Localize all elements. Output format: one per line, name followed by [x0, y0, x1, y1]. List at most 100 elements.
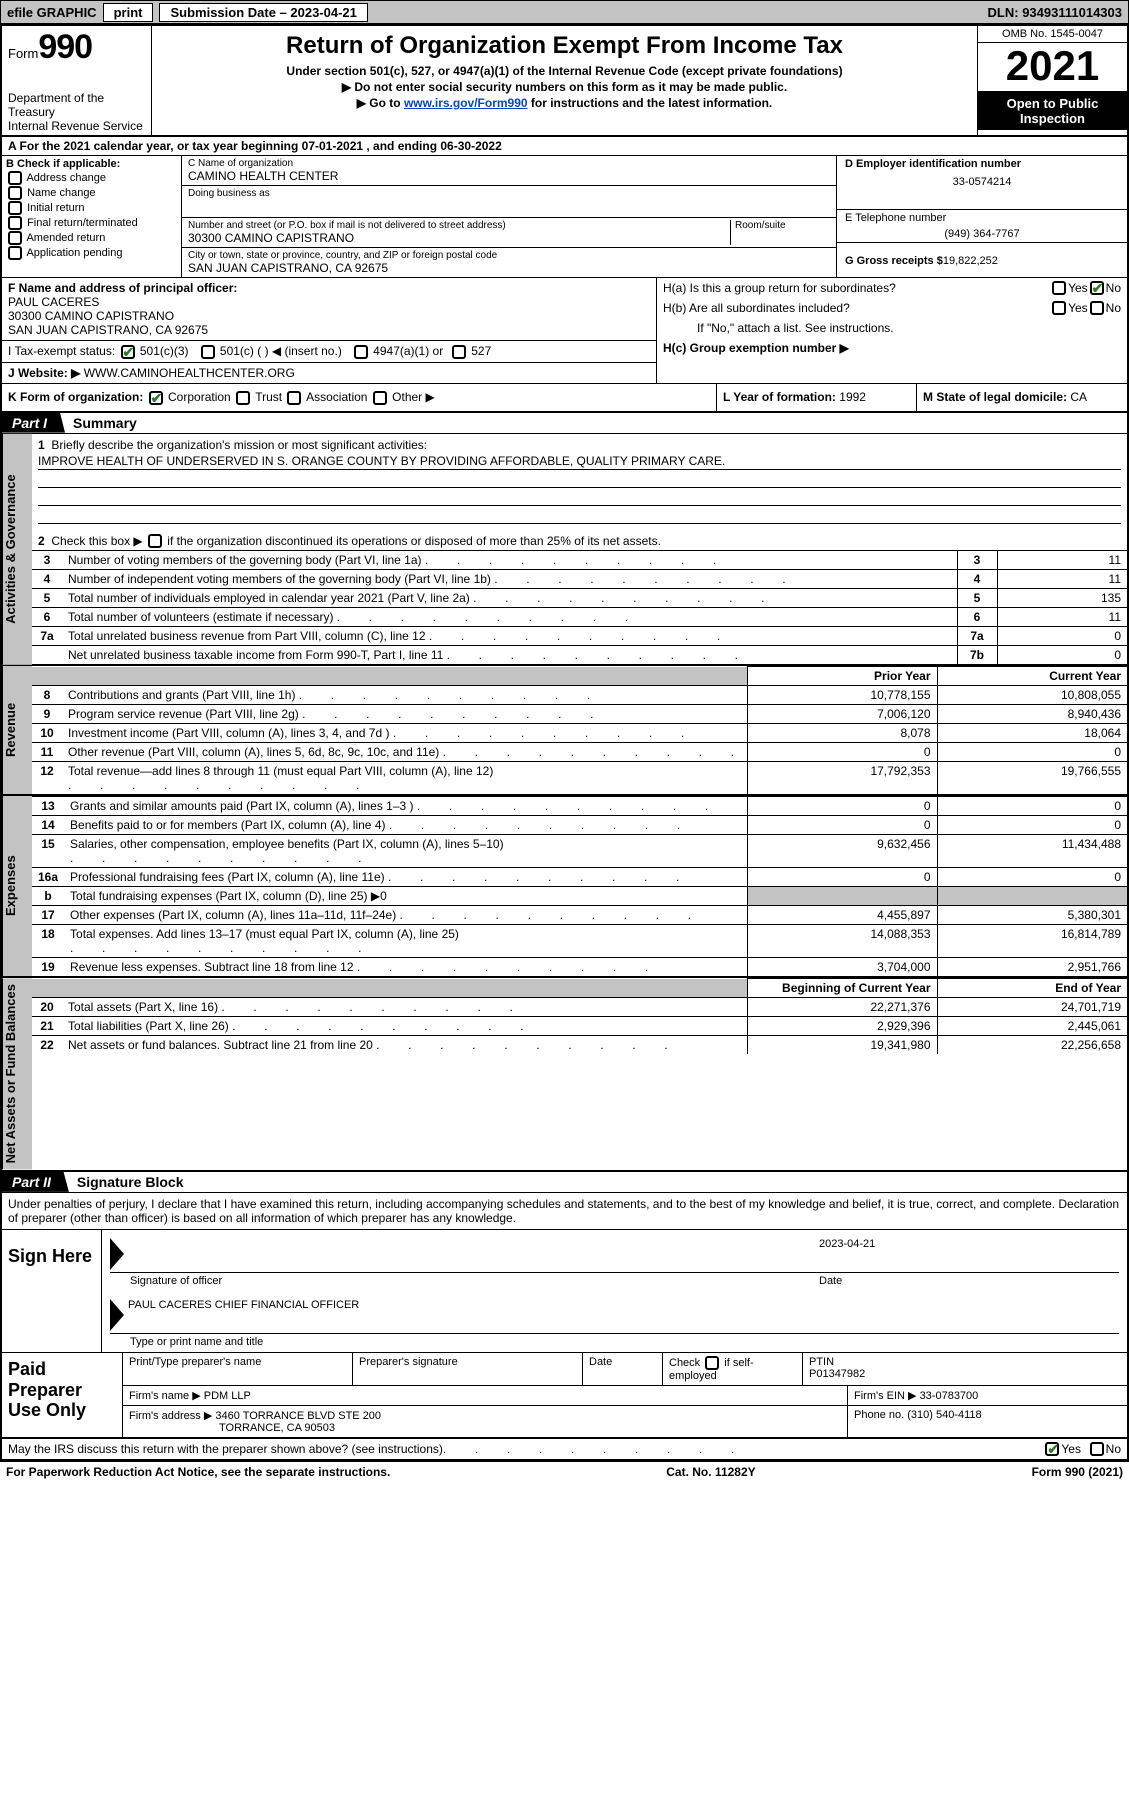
lower-header: F Name and address of principal officer:…: [2, 278, 1127, 384]
row-9: 9Program service revenue (Part VIII, lin…: [32, 705, 1127, 724]
cb-527[interactable]: [452, 345, 466, 359]
c-value: CAMINO HEALTH CENTER: [188, 169, 830, 183]
firm-name-value: PDM LLP: [204, 1390, 251, 1402]
addr-value: 30300 CAMINO CAPISTRANO: [188, 231, 730, 245]
opt-trust: Trust: [255, 390, 282, 404]
arrow-icon: [110, 1238, 124, 1270]
header-left: Form990 Department of the Treasury Inter…: [2, 26, 152, 135]
cb-amended[interactable]: Amended return: [6, 231, 177, 245]
tel-cell: E Telephone number (949) 364-7767: [837, 210, 1127, 243]
ha-row: H(a) Is this a group return for subordin…: [657, 278, 1127, 298]
submission-date: Submission Date – 2023-04-21: [159, 3, 367, 22]
mission-line2: [38, 472, 1121, 488]
rev-head: Prior Year Current Year: [32, 667, 1127, 686]
g-value: 19,822,252: [943, 255, 998, 267]
irs-yes[interactable]: [1045, 1442, 1059, 1456]
top-rows-table: 3Number of voting members of the governi…: [32, 550, 1127, 664]
col-ef: D Employer identification number 33-0574…: [837, 156, 1127, 277]
g-label: G Gross receipts $: [845, 255, 943, 267]
cb-pending[interactable]: Application pending: [6, 246, 177, 260]
cb-initial[interactable]: Initial return: [6, 201, 177, 215]
irs-discuss-row: May the IRS discuss this return with the…: [2, 1439, 1127, 1460]
form-title: Return of Organization Exempt From Incom…: [162, 32, 967, 60]
row-8: 8Contributions and grants (Part VIII, li…: [32, 686, 1127, 705]
mission-line3: [38, 490, 1121, 506]
dots: [443, 1442, 1044, 1456]
l-value: 1992: [839, 390, 866, 404]
net-head: Beginning of Current Year End of Year: [32, 979, 1127, 998]
cb-assoc[interactable]: [287, 391, 301, 405]
sign-block: Sign Here 2023-04-21 Signature of office…: [2, 1230, 1127, 1353]
section-a-text: A For the 2021 calendar year, or tax yea…: [8, 139, 502, 153]
paid-row2: Firm's name ▶ PDM LLP Firm's EIN ▶ 33-07…: [122, 1386, 1127, 1406]
cb-501c[interactable]: [201, 345, 215, 359]
opt-527: 527: [471, 344, 491, 358]
firm-addr: Firm's address ▶ 3460 TORRANCE BLVD STE …: [122, 1406, 847, 1437]
form-header: Form990 Department of the Treasury Inter…: [2, 26, 1127, 137]
ha-no[interactable]: [1090, 281, 1104, 295]
i-label: I Tax-exempt status:: [8, 344, 115, 358]
col-cd: C Name of organization CAMINO HEALTH CEN…: [182, 156, 837, 277]
opt-other: Other ▶: [392, 390, 435, 404]
form-container: Form990 Department of the Treasury Inter…: [0, 24, 1129, 1462]
firm-addr2: TORRANCE, CA 90503: [129, 1422, 335, 1434]
f-block: F Name and address of principal officer:…: [2, 278, 656, 341]
dba-cell: Doing business as: [182, 186, 836, 218]
header-center: Return of Organization Exempt From Incom…: [152, 26, 977, 135]
irs-link[interactable]: www.irs.gov/Form990: [404, 96, 528, 110]
sig-officer-label: Signature of officer: [110, 1275, 819, 1287]
irs-no[interactable]: [1090, 1442, 1104, 1456]
ha-yes[interactable]: [1052, 281, 1066, 295]
expenses-content: 13Grants and similar amounts paid (Part …: [32, 796, 1127, 976]
sig-labels1: Signature of officer Date: [110, 1275, 1119, 1287]
row-10: 10Investment income (Part VIII, column (…: [32, 724, 1127, 743]
opt-corp: Corporation: [168, 390, 231, 404]
m-block: M State of legal domicile: CA: [917, 384, 1127, 411]
sig-name-label: Type or print name and title: [110, 1336, 1119, 1348]
cb-discontinued[interactable]: [148, 534, 162, 548]
cb-final[interactable]: Final return/terminated: [6, 216, 177, 230]
j-value: WWW.CAMINOHEALTHCENTER.ORG: [84, 366, 295, 380]
cb-trust[interactable]: [236, 391, 250, 405]
i-block: I Tax-exempt status: 501(c)(3) 501(c) ( …: [2, 341, 656, 363]
row-17: 17Other expenses (Part IX, column (A), l…: [32, 906, 1127, 925]
row-20: 20Total assets (Part X, line 16) 22,271,…: [32, 998, 1127, 1017]
cb-name[interactable]: Name change: [6, 186, 177, 200]
sig-intro: Under penalties of perjury, I declare th…: [2, 1193, 1127, 1230]
cb-other[interactable]: [373, 391, 387, 405]
addr-cell: Number and street (or P.O. box if mail i…: [182, 218, 836, 248]
opt-4947: 4947(a)(1) or: [373, 344, 443, 358]
hb-yes[interactable]: [1052, 301, 1066, 315]
head-current: Current Year: [937, 667, 1127, 686]
top-bar: efile GRAPHIC print Submission Date – 20…: [0, 0, 1129, 24]
paid-block: Paid Preparer Use Only Print/Type prepar…: [2, 1353, 1127, 1439]
part1-header: Part I Summary: [2, 413, 1127, 434]
row-b: bTotal fundraising expenses (Part IX, co…: [32, 887, 1127, 906]
print-button[interactable]: print: [103, 3, 154, 22]
org-name-cell: C Name of organization CAMINO HEALTH CEN…: [182, 156, 836, 186]
l-label: L Year of formation:: [723, 390, 836, 404]
lower-left: F Name and address of principal officer:…: [2, 278, 657, 383]
sign-content: 2023-04-21 Signature of officer Date PAU…: [102, 1230, 1127, 1352]
expenses-block: Expenses 13Grants and similar amounts pa…: [2, 796, 1127, 978]
row-11: 11Other revenue (Part VIII, column (A), …: [32, 743, 1127, 762]
hb-no[interactable]: [1090, 301, 1104, 315]
net-content: Beginning of Current Year End of Year 20…: [32, 978, 1127, 1169]
ptin-value: P01347982: [809, 1368, 865, 1380]
part2-tab: Part II: [2, 1172, 69, 1192]
mission-line1: IMPROVE HEALTH OF UNDERSERVED IN S. ORAN…: [38, 454, 1121, 470]
firm-ein-value: 33-0783700: [920, 1390, 979, 1402]
cb-address[interactable]: Address change: [6, 171, 177, 185]
mission-block: 1 Briefly describe the organization's mi…: [32, 434, 1127, 526]
row-15: 15Salaries, other compensation, employee…: [32, 835, 1127, 868]
identity-grid: B Check if applicable: Address change Na…: [2, 156, 1127, 278]
cb-501c3[interactable]: [121, 345, 135, 359]
mission-line4: [38, 508, 1121, 524]
sign-here-label: Sign Here: [2, 1230, 102, 1352]
footer: For Paperwork Reduction Act Notice, see …: [0, 1462, 1129, 1482]
cb-4947[interactable]: [354, 345, 368, 359]
form-prefix: Form: [8, 46, 38, 61]
cb-selfemp[interactable]: [705, 1356, 719, 1370]
cb-corp[interactable]: [149, 391, 163, 405]
efile-label: efile GRAPHIC: [1, 5, 103, 20]
